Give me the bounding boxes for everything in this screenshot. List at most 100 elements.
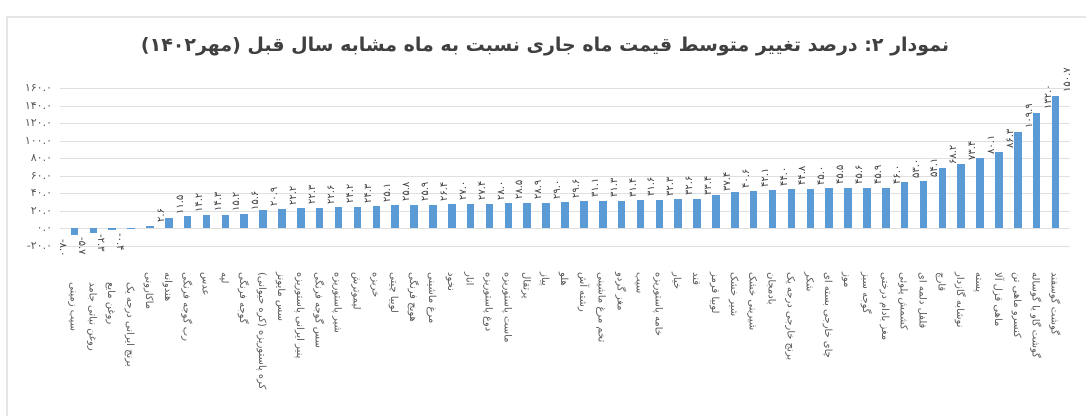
value-label: ۳۲.۶ xyxy=(684,176,696,196)
bar xyxy=(919,180,928,228)
bar xyxy=(429,204,437,228)
category-label: خامه پاستوریزه xyxy=(652,272,664,336)
y-tick-label: -۲۰.۰ xyxy=(26,238,52,252)
bar xyxy=(202,215,211,228)
category-label: گوشت گوسفند xyxy=(1048,272,1060,335)
category-label: لپه xyxy=(218,272,230,284)
category-label: گوشت گاو یا گوساله xyxy=(1029,272,1041,358)
category-label: پسته xyxy=(973,272,985,293)
plot-area: -۲۰.۰ ۰.۰ ۲۰.۰ ۴۰.۰ ۶۰.۰ ۸۰.۰ ۱۰۰.۰ ۱۲۰.۰ ۱۴۰.۰ ۱… xyxy=(25,60,1073,410)
value-label: ۳۱.۶ xyxy=(646,177,658,197)
value-label: ۳۱.۱ xyxy=(589,177,601,197)
value-label: ۲۷.۴ xyxy=(476,180,488,201)
value-label: ۱۱.۵ xyxy=(174,194,186,214)
y-tick-label: ۱۴۰.۰ xyxy=(24,98,52,112)
value-label: ۴۴.۸ xyxy=(797,165,809,185)
bar xyxy=(693,198,701,228)
category-label: خیار xyxy=(671,272,683,290)
category-label: فلفل دلمه ای xyxy=(916,272,928,329)
category-label: انار xyxy=(463,272,475,286)
bar xyxy=(542,202,550,228)
value-label: ۱۴.۲ xyxy=(193,192,205,212)
category-label: کنسرو ماهی تن xyxy=(1010,272,1022,338)
category-label: سس گوجه فرنگی xyxy=(312,272,324,348)
value-label: ۳۱.۳ xyxy=(608,177,620,197)
bar xyxy=(372,206,381,228)
category-label: لوبیا چیتی xyxy=(388,272,400,313)
value-label: ۳۲.۳ xyxy=(665,176,677,196)
bar xyxy=(466,204,475,228)
value-label: ۵۳.۰ xyxy=(910,158,922,178)
category-label: شیر خشک xyxy=(727,272,739,317)
category-label: ماست پاستوریزه xyxy=(501,272,513,343)
value-label: ۱۵.۶ xyxy=(250,191,262,211)
bar xyxy=(523,202,532,228)
bar xyxy=(70,228,79,235)
y-tick-label: ۱۶۰.۰ xyxy=(24,81,52,94)
value-label: ۲۲.۲ xyxy=(287,185,299,205)
bar xyxy=(353,206,362,228)
value-label: ۶۸.۲ xyxy=(948,145,960,165)
bar xyxy=(844,188,852,228)
category-label: بادمجان xyxy=(765,272,777,305)
category-label: سیب xyxy=(633,272,645,294)
value-label: ۳۷.۴ xyxy=(721,171,733,192)
bar xyxy=(617,200,626,228)
value-label: ۲۸.۰ xyxy=(495,180,507,200)
category-label: روغن نباتی جامد xyxy=(86,282,98,351)
category-label: هلو xyxy=(558,272,569,286)
value-label: ۲۲.۳ xyxy=(306,185,318,205)
value-label: -۰.۴ xyxy=(114,233,126,251)
category-label: کره پاستوریزه (کره حیوانی) xyxy=(256,272,268,390)
bar xyxy=(485,203,494,228)
bar xyxy=(806,188,815,228)
category-label: لوبیا قرمز xyxy=(708,272,720,314)
bar xyxy=(580,200,588,228)
bar xyxy=(108,228,116,230)
gridline xyxy=(60,228,1070,229)
chart-title: نمودار ۲: درصد تغییر متوسط قیمت ماه جاری… xyxy=(140,34,950,56)
category-label: ماهی قزل آلا xyxy=(991,272,1003,327)
category-label: برنج ایرانی درجه یک xyxy=(124,282,136,367)
value-label: ۱۴.۳ xyxy=(212,192,224,212)
category-label: پیاز xyxy=(539,272,551,286)
y-tick-label: ۱۰۰.۰ xyxy=(24,133,52,147)
bar xyxy=(825,188,833,228)
gridline xyxy=(60,175,1070,177)
value-label: ۳۱.۴ xyxy=(627,177,639,197)
bar xyxy=(278,208,286,228)
bar xyxy=(146,225,154,228)
category-label: عدس xyxy=(199,272,211,296)
category-label: مغز گردو xyxy=(614,272,626,311)
category-label: خربزه xyxy=(369,272,381,298)
category-label: چای خارجی بسته ای xyxy=(822,272,834,358)
bar xyxy=(165,217,173,228)
bar xyxy=(297,208,305,228)
gridline xyxy=(60,245,1070,247)
bar xyxy=(448,204,456,228)
category-label: رب گوجه فرنگی xyxy=(180,272,192,342)
value-label: ۷۳.۴ xyxy=(967,140,979,160)
y-tick-label: ۲۰.۰ xyxy=(30,203,52,217)
value-label: ۲۴.۲ xyxy=(344,183,356,203)
y-tick-label: ۸۰.۰ xyxy=(30,151,52,164)
bar xyxy=(749,191,758,228)
bar xyxy=(410,205,418,228)
category-label: هندوانه xyxy=(161,272,173,302)
value-label: ۸۰.۱ xyxy=(986,134,998,154)
bar xyxy=(674,199,682,228)
category-label: لیموترش xyxy=(350,272,362,310)
y-tick-label: ۴۰.۰ xyxy=(30,186,52,199)
gridline xyxy=(60,193,1070,194)
category-label: رشته آش xyxy=(576,272,588,312)
y-tick-label: ۶۰.۰ xyxy=(30,168,52,182)
category-label: گوجه فرنگی xyxy=(237,272,249,324)
bar xyxy=(127,228,135,229)
bar xyxy=(89,228,98,233)
gridline xyxy=(60,123,1070,124)
value-label: ۲۸.۹ xyxy=(533,179,545,199)
bar xyxy=(240,214,249,228)
category-label: ماکارونی xyxy=(142,272,154,309)
value-label: ۴۵.۶ xyxy=(854,164,866,185)
category-label: مرغ ماشینی xyxy=(425,272,437,324)
